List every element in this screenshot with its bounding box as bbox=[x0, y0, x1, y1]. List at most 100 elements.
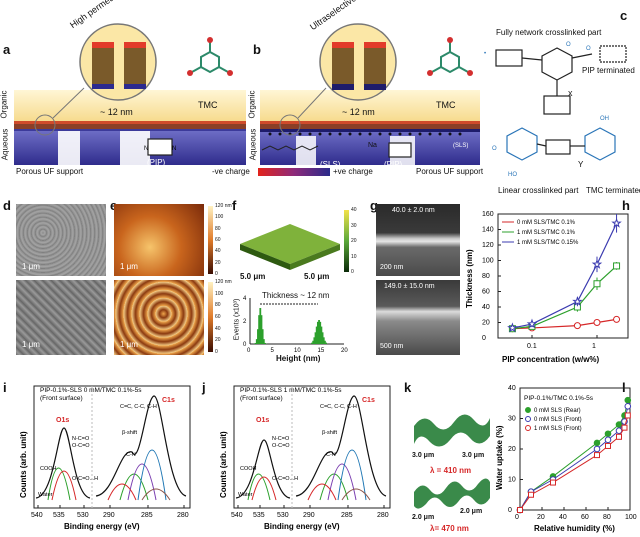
svg-text:O: O bbox=[586, 46, 591, 52]
pip-label: (PIP) bbox=[147, 158, 166, 167]
histogram-bar bbox=[258, 315, 261, 344]
peak-label: O-C=O bbox=[72, 443, 90, 449]
pore bbox=[120, 131, 150, 165]
x-tick-label: 20 bbox=[537, 514, 545, 521]
peak-label: O1s bbox=[56, 417, 69, 424]
colorbar-tick-label: 40 bbox=[351, 207, 357, 213]
organic-label: Organic bbox=[0, 90, 9, 119]
legend-label: 1 mM SLS (Front) bbox=[534, 426, 582, 432]
x-tick-label: 530 bbox=[277, 512, 289, 519]
histogram-bar bbox=[319, 321, 322, 344]
wavy-surfaces bbox=[414, 414, 490, 509]
plot-frame bbox=[233, 385, 391, 509]
svg-text:O: O bbox=[492, 146, 497, 152]
histogram-bar bbox=[262, 339, 265, 344]
peak-label: C1s bbox=[362, 397, 375, 404]
data-point bbox=[616, 433, 622, 440]
support-label: Porous UF support bbox=[416, 167, 484, 176]
y-tick-label: 160 bbox=[482, 211, 494, 218]
x-tick-label: 540 bbox=[31, 512, 43, 519]
y-axis-label: Counts (arb. unit) bbox=[19, 431, 28, 498]
fit-peak bbox=[47, 467, 71, 501]
svg-text:HO: HO bbox=[508, 172, 517, 178]
x-tick-label: 100 bbox=[625, 514, 637, 521]
afm-colorbar-bottom bbox=[208, 282, 213, 352]
data-point bbox=[615, 427, 623, 435]
colorbar-tick-label: 80 bbox=[215, 302, 221, 309]
y-tick-label: 4 bbox=[243, 296, 247, 302]
fit-peak bbox=[327, 463, 357, 501]
colorbar-tick-label: 0 bbox=[215, 271, 218, 277]
data-point bbox=[594, 452, 600, 459]
colorbar-tick-label: 100 bbox=[215, 214, 224, 221]
fit-peak bbox=[337, 449, 367, 501]
peak-label: COOH bbox=[240, 466, 257, 472]
fully-network-label: Fully network crosslinked part bbox=[496, 28, 602, 37]
chart-subtitle: (Front surface) bbox=[240, 395, 283, 402]
x-axis-label: Relative humidity (%) bbox=[534, 524, 615, 533]
panel-label: g bbox=[370, 198, 378, 213]
data-point bbox=[593, 439, 601, 447]
data-point bbox=[526, 318, 538, 329]
histogram-bar bbox=[259, 308, 262, 344]
k-axis-label: 2.0 μm bbox=[460, 508, 483, 515]
fit-peak bbox=[107, 483, 137, 501]
scale-bar-label: 500 nm bbox=[380, 343, 404, 350]
peak-label: Water bbox=[238, 492, 253, 498]
colorbar-tick-label: 40 bbox=[215, 248, 221, 255]
histogram-bar bbox=[255, 339, 258, 344]
peak-label: O-C=O...H bbox=[272, 476, 298, 482]
charge-bar: -ve charge +ve charge bbox=[212, 166, 382, 178]
panel-b: b Ultraselective nanofilm membrane Organ… bbox=[247, 0, 484, 180]
legend-label: 1 mM SLS/TMC 0.15% bbox=[517, 240, 579, 246]
data-point bbox=[613, 315, 621, 323]
y-index-label: Y bbox=[578, 160, 584, 169]
panel-a: NN a High permeance nanofilm membrane Or… bbox=[0, 0, 250, 180]
sls-small-label: (SLS) bbox=[453, 143, 469, 149]
sls-dots bbox=[268, 132, 462, 136]
x-tick-label: 40 bbox=[559, 514, 567, 521]
colorbar-tick-label: 20 bbox=[215, 337, 221, 344]
y-tick-label: 120 bbox=[482, 242, 494, 249]
chart-j: 540 535 530 290 285 280 Binding energy (eV) Cou… bbox=[219, 385, 391, 531]
panel-b-schematic bbox=[260, 23, 480, 165]
peak-label: COOH bbox=[40, 466, 57, 472]
y-tick-label: 0 bbox=[243, 342, 247, 348]
lambda-label: λ= 470 nm bbox=[430, 524, 469, 533]
colorbar-tick-label: 80 bbox=[215, 225, 221, 232]
peak-label: C=C, C-C, C-H bbox=[320, 404, 357, 410]
organic-label: Organic bbox=[247, 90, 257, 119]
hist-xlabel: Height (nm) bbox=[276, 354, 321, 363]
svg-text:x: x bbox=[568, 88, 573, 98]
afm-3d-colorbar bbox=[344, 210, 349, 272]
fit-peak bbox=[51, 470, 77, 501]
legend-label: 0 mM SLS/TMC 0.1% bbox=[517, 220, 576, 226]
panel-label: f bbox=[232, 198, 237, 213]
histogram-bar bbox=[260, 315, 263, 344]
data-point bbox=[624, 396, 632, 404]
x-axis-label: PIP concentration (w/w%) bbox=[502, 355, 600, 364]
fit-peak bbox=[137, 449, 167, 501]
data-point bbox=[572, 296, 583, 307]
x-tick-label: 1 bbox=[592, 343, 596, 350]
pos-charge-label: +ve charge bbox=[333, 167, 373, 176]
histogram-bar bbox=[261, 329, 264, 344]
y-axis-label: Water uptake (%) bbox=[495, 425, 504, 490]
histogram-bar bbox=[264, 342, 266, 344]
pip-label: (PIP) bbox=[384, 160, 403, 169]
aqueous-label: Aqueous bbox=[0, 128, 10, 161]
colorbar-tick-label: 20 bbox=[351, 238, 357, 244]
x-tick-label: 20 bbox=[341, 348, 348, 354]
sem-image-top bbox=[16, 204, 106, 276]
histogram-bar bbox=[322, 337, 325, 344]
scale-bar-label: 1 μm bbox=[22, 262, 40, 271]
y-tick-label: 0 bbox=[508, 507, 512, 514]
panel-label: e bbox=[110, 198, 117, 213]
charge-gradient bbox=[258, 168, 330, 176]
polyamide-film bbox=[14, 121, 246, 131]
x-tick-label: 530 bbox=[77, 512, 89, 519]
afm-3d-surface bbox=[240, 224, 340, 270]
benzene-ring bbox=[541, 47, 573, 81]
peak-label: N-C=O bbox=[72, 436, 90, 442]
panel-label: c bbox=[620, 8, 628, 23]
